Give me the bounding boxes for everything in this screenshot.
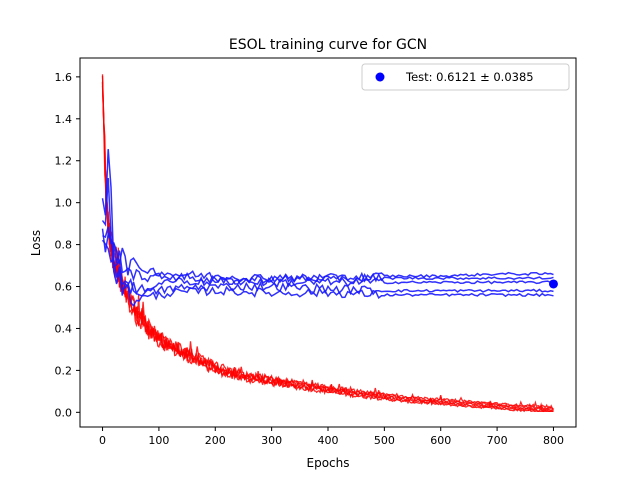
x-tick-label: 500 xyxy=(374,434,395,447)
y-tick-label: 1.4 xyxy=(55,113,73,126)
y-tick-label: 1.6 xyxy=(55,71,73,84)
y-tick-label: 0.2 xyxy=(55,364,73,377)
x-tick-label: 0 xyxy=(99,434,106,447)
test-point xyxy=(548,279,558,289)
y-tick-label: 1.2 xyxy=(55,155,73,168)
train-line xyxy=(101,74,554,410)
legend: Test: 0.6121 ± 0.0385 xyxy=(361,63,570,91)
y-tick-label: 0.8 xyxy=(55,239,73,252)
legend-entry: Test: 0.6121 ± 0.0385 xyxy=(405,70,534,84)
x-tick-label: 200 xyxy=(205,434,226,447)
axes-frame xyxy=(79,57,577,428)
train-line xyxy=(101,85,554,412)
y-tick-label: 0.4 xyxy=(55,322,73,335)
validation-line xyxy=(101,228,554,288)
x-tick-label: 600 xyxy=(430,434,451,447)
chart-title: ESOL training curve for GCN xyxy=(229,37,427,53)
y-tick-label: 0.0 xyxy=(55,406,73,419)
validation-line xyxy=(101,149,554,296)
x-tick-label: 400 xyxy=(318,434,339,447)
y-tick-label: 0.6 xyxy=(55,281,73,294)
legend-box xyxy=(361,63,570,91)
train-line xyxy=(101,81,554,413)
x-tick-label: 800 xyxy=(543,434,564,447)
x-tick-label: 300 xyxy=(261,434,282,447)
legend-marker xyxy=(375,72,385,82)
x-axis-label: Epochs xyxy=(307,456,350,470)
axis-ticks: 0 100 200 300 400 500 600 700 800 0.0 0.2 0.4 0.6 0.8… xyxy=(55,71,564,447)
validation-line xyxy=(101,239,554,297)
validation-line xyxy=(101,177,554,307)
x-tick-label: 700 xyxy=(487,434,508,447)
plot-lines xyxy=(101,74,558,413)
y-tick-label: 1.0 xyxy=(55,197,73,210)
train-line xyxy=(101,75,554,410)
validation-line xyxy=(102,226,554,284)
x-tick-label: 100 xyxy=(148,434,169,447)
y-axis-label: Loss xyxy=(29,230,43,256)
train-line xyxy=(101,82,554,413)
